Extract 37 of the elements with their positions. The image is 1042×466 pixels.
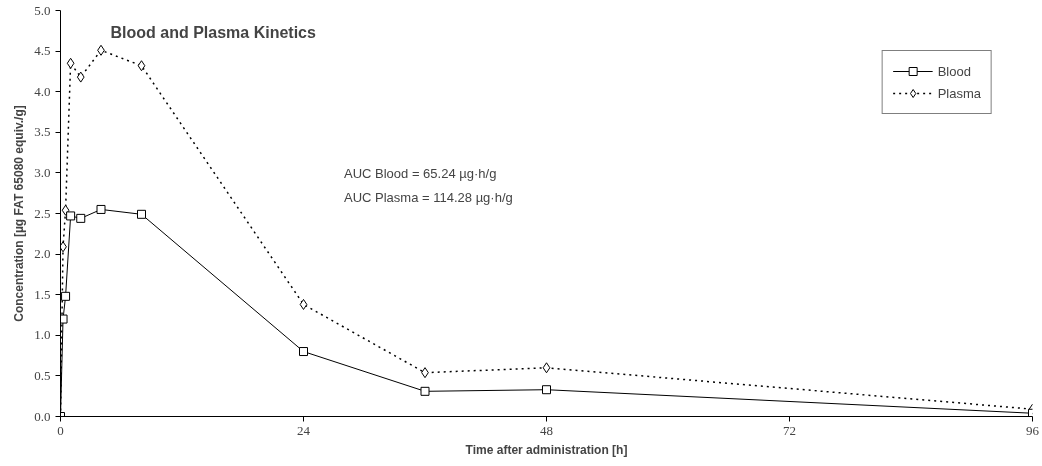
x-tick-label: 48 [540, 422, 553, 438]
point [299, 298, 308, 310]
point [137, 209, 146, 219]
y-tick-label: 1.0 [34, 327, 51, 343]
legend-label: Plasma [937, 85, 981, 101]
point [66, 211, 76, 221]
y-tick-label: 5.0 [34, 2, 51, 18]
y-tick-label: 0.5 [34, 367, 51, 383]
y-tick-label: 3.0 [34, 164, 51, 180]
point [420, 386, 430, 396]
x-axis-title: Time after administration [h] [465, 442, 628, 457]
y-tick-label: 1.5 [34, 286, 51, 302]
y-tick-label: 3.5 [34, 124, 51, 140]
point [542, 385, 551, 395]
point [76, 213, 86, 223]
point [96, 204, 106, 214]
point [137, 60, 146, 72]
point [299, 347, 308, 357]
annotation: AUC Blood = 65.24 µg·h/g [344, 166, 497, 182]
legend-label: Blood [937, 63, 971, 79]
y-tick-label: 2.0 [34, 246, 51, 262]
point [60, 314, 68, 324]
x-tick-label: 24 [297, 422, 311, 438]
y-axis-title: Concentration [µg FAT 65080 equiv./g] [12, 105, 27, 322]
y-tick-label: 4.5 [34, 43, 51, 59]
x-tick-label: 72 [783, 422, 796, 438]
text: Blood and Plasma Kinetics [110, 23, 316, 41]
y-tick-label: 0.0 [34, 408, 51, 424]
point [76, 71, 85, 83]
x-tick-label: 96 [1026, 422, 1040, 438]
y-tick-label: 4.0 [34, 83, 51, 99]
x-tick-label: 0 [57, 422, 64, 438]
y-tick-label: 2.5 [34, 205, 51, 221]
point [61, 291, 71, 301]
point [542, 362, 551, 374]
point [66, 57, 75, 69]
annotation: AUC Plasma = 114.28 µg·h/g [344, 190, 513, 206]
